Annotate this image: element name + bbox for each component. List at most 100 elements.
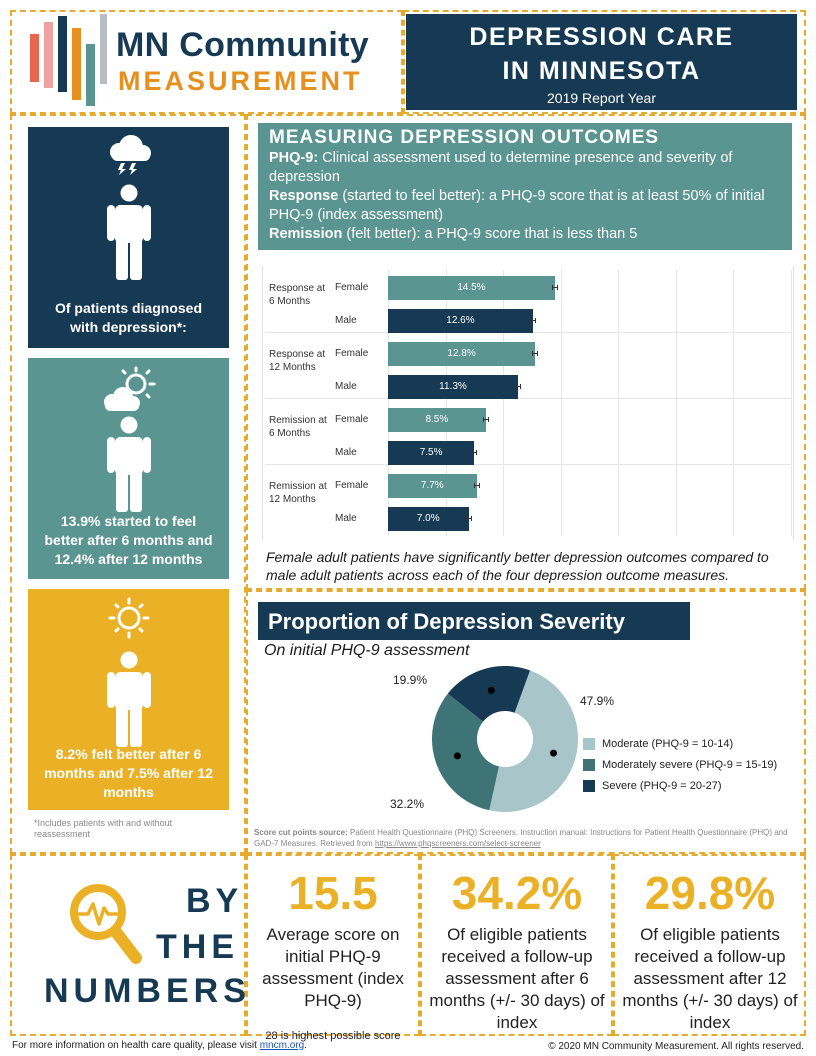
series-label-male: Male — [335, 381, 357, 392]
storm-cloud-icon — [110, 135, 151, 175]
error-bar-line — [483, 419, 488, 420]
logo-line1: MN Community — [116, 26, 369, 64]
series-label-female: Female — [335, 480, 369, 491]
logo-bars-icon — [30, 14, 107, 106]
source-citation: Score cut points source: Patient Health … — [254, 827, 794, 849]
legend-label: Moderately severe (PHQ-9 = 15-19) — [602, 759, 778, 771]
slice-marker-dot — [453, 752, 461, 760]
legend-item-moderate: Moderate (PHQ-9 = 10-14) — [583, 738, 803, 750]
gridline — [675, 270, 677, 536]
bar-1-male — [388, 375, 518, 399]
remission-def: (felt better): a PHQ-9 score that is les… — [342, 226, 638, 242]
panel-diagnosed-text: Of patients diagnosed with depression*: — [54, 300, 202, 335]
numbers-word: NUMBERS — [44, 972, 251, 1010]
series-label-male: Male — [335, 513, 357, 524]
severity-frame — [246, 590, 806, 854]
magnifier-heartbeat-icon — [70, 884, 142, 964]
error-bar-line — [466, 518, 471, 519]
slice-label-severe: 19.9% — [393, 673, 428, 687]
footnote: *Includes patients with and without reas… — [34, 818, 173, 839]
gridline — [560, 270, 562, 536]
group-separator — [265, 464, 791, 465]
title-line2: IN MINNESOTA — [502, 57, 701, 85]
bar-value-label: 12.6% — [446, 315, 475, 326]
bar-value-label: 7.5% — [419, 447, 443, 458]
bar-2-male — [388, 441, 475, 465]
error-bar — [465, 516, 472, 521]
severity-subtitle: On initial PHQ-9 assessment — [264, 642, 470, 659]
source-link[interactable]: https://www.phqscreeners.com/select-scre… — [374, 839, 541, 848]
donut-slice-1 — [432, 693, 499, 811]
left-column-frame — [10, 114, 246, 854]
panel-remission-text: 8.2% felt better after 6 months and 7.5%… — [44, 746, 213, 800]
header-title-frame — [403, 10, 806, 114]
series-label-female: Female — [335, 282, 369, 293]
legend-item-moderately-severe: Moderately severe (PHQ-9 = 15-19) — [583, 759, 803, 771]
footer-period: . — [304, 1040, 307, 1051]
gridline — [388, 270, 389, 536]
legend-label: Moderate (PHQ-9 = 10-14) — [602, 738, 734, 750]
slice-label-moderate: 47.9% — [580, 694, 615, 708]
panel-response-text: 13.9% started to feel better after 6 mon… — [44, 513, 213, 567]
bar-1-female — [388, 342, 536, 366]
error-bar-line — [474, 485, 479, 486]
bar-value-label: 7.7% — [420, 480, 444, 491]
outcomes-frame — [246, 114, 806, 590]
severity-donut-chart — [432, 666, 578, 812]
donut-slice-0 — [489, 670, 578, 812]
stat-followup-6mo: 34.2% Of eligible patients received a fo… — [424, 866, 610, 1034]
error-bar-line — [515, 386, 520, 387]
footer-link[interactable]: mncm.org — [259, 1040, 305, 1051]
stat1-note: 28 is highest possible score — [265, 1030, 401, 1042]
bar-0-female — [388, 276, 555, 300]
bar-value-label: 7.0% — [416, 513, 440, 524]
error-bar-line — [530, 320, 535, 321]
gridline — [503, 270, 504, 536]
source-label: Score cut points source: — [254, 828, 348, 837]
slice-marker-dot — [549, 749, 557, 757]
person-icon — [107, 416, 151, 512]
bar-value-label: 11.3% — [439, 381, 467, 392]
group-separator — [265, 398, 791, 399]
person-icon — [107, 651, 151, 747]
gridline — [733, 270, 734, 536]
legend-swatch — [583, 780, 595, 792]
response-definition: Response (started to feel better): a PHQ… — [269, 187, 782, 225]
error-bar-line — [533, 353, 538, 354]
remission-term: Remission — [269, 226, 343, 242]
series-label-female: Female — [335, 414, 369, 425]
footer-copyright: © 2020 MN Community Measurement. All rig… — [548, 1041, 804, 1052]
title-line1: DEPRESSION CARE — [469, 23, 734, 51]
bar-3-male — [388, 507, 469, 531]
partly-cloudy-icon — [104, 366, 156, 411]
phq-definition: PHQ-9: Clinical assessment used to deter… — [269, 149, 782, 187]
stat1-frame — [246, 854, 420, 1036]
stat3-value: 29.8% — [644, 867, 776, 919]
error-bar — [471, 450, 478, 455]
footer-left: For more information on health care qual… — [12, 1040, 307, 1051]
series-label-male: Male — [335, 315, 357, 326]
error-bar — [529, 318, 536, 323]
bar-value-label: 12.8% — [447, 348, 476, 359]
sun-icon — [108, 597, 150, 639]
error-bar — [482, 417, 489, 422]
logo[interactable]: MN Community MEASUREMENT — [26, 14, 396, 110]
error-bar — [514, 384, 521, 389]
category-label-0: Response at 6 Months — [269, 283, 326, 307]
stat2-frame — [420, 854, 613, 1036]
panel-remission: 8.2% felt better after 6 months and 7.5%… — [28, 589, 229, 810]
response-def: (started to feel better): a PHQ-9 score … — [269, 188, 765, 223]
phq-def: Clinical assessment used to determine pr… — [269, 150, 733, 185]
header-logo-frame — [10, 10, 403, 114]
response-term: Response — [269, 188, 339, 204]
series-label-male: Male — [335, 447, 357, 458]
category-label-1: Response at 12 Months — [269, 349, 326, 373]
stat-followup-12mo: 29.8% Of eligible patients received a fo… — [617, 866, 803, 1034]
stat2-value: 34.2% — [451, 867, 583, 919]
by-word: BY — [186, 882, 244, 920]
legend-swatch — [583, 759, 595, 771]
phq-term: PHQ-9: — [269, 150, 319, 166]
error-bar — [473, 483, 480, 488]
logo-line2: MEASUREMENT — [118, 66, 363, 96]
category-label-3: Remission at 12 Months — [269, 481, 327, 505]
